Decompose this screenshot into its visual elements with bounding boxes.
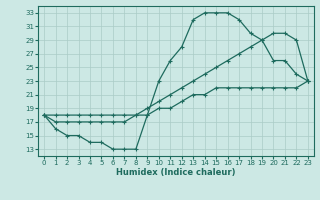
X-axis label: Humidex (Indice chaleur): Humidex (Indice chaleur)	[116, 168, 236, 177]
